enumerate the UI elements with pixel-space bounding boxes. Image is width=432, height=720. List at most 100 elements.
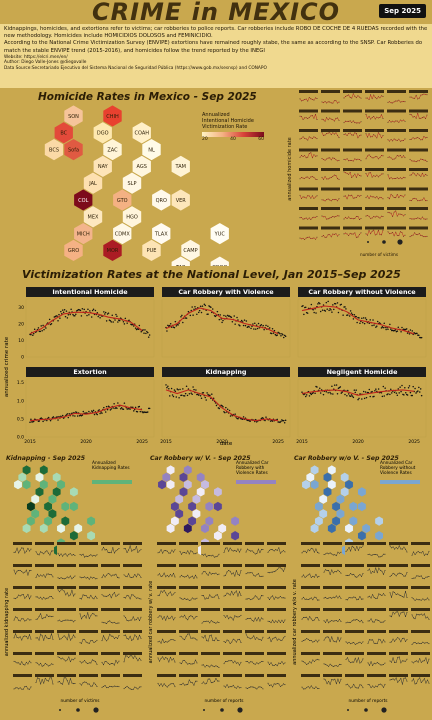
y-tick-label: 10 bbox=[18, 338, 24, 344]
facet-header bbox=[411, 608, 430, 611]
data-point bbox=[143, 332, 145, 334]
facet-header bbox=[411, 630, 430, 633]
facet-trend-line bbox=[387, 155, 406, 160]
data-point bbox=[168, 388, 170, 390]
facet-trend-line bbox=[387, 210, 406, 218]
facet-panel bbox=[345, 611, 364, 627]
facet-header bbox=[123, 652, 142, 655]
facet-panel bbox=[35, 677, 54, 693]
data-point bbox=[265, 416, 267, 418]
data-point bbox=[220, 318, 222, 320]
victims-legend-circle bbox=[367, 241, 369, 243]
state-label: AGS bbox=[137, 164, 147, 170]
state-hex bbox=[141, 238, 162, 263]
data-point bbox=[166, 330, 168, 332]
data-point bbox=[314, 392, 316, 394]
facet-header bbox=[365, 109, 384, 113]
data-point bbox=[363, 397, 366, 400]
data-point bbox=[384, 326, 386, 329]
facet-header bbox=[79, 674, 98, 677]
facet-trend-line bbox=[267, 547, 286, 554]
intro-website[interactable]: Website: https://elcri.men/en/ bbox=[4, 54, 68, 60]
facet-trend-line bbox=[387, 138, 406, 142]
facet-panel bbox=[409, 132, 428, 146]
data-point bbox=[222, 319, 224, 322]
state-label: SLP bbox=[128, 181, 137, 187]
data-point bbox=[400, 390, 402, 393]
data-point bbox=[71, 412, 73, 414]
data-point bbox=[316, 386, 318, 388]
facet-trend-line bbox=[387, 119, 406, 123]
facet-panel bbox=[35, 567, 54, 583]
data-point bbox=[243, 319, 246, 321]
facet-header bbox=[409, 187, 428, 191]
data-point bbox=[312, 308, 314, 311]
date-badge: Sep 2025 bbox=[379, 4, 426, 18]
data-point bbox=[142, 329, 144, 331]
panel-title: Negligent Homicide bbox=[327, 368, 399, 376]
state-label: YUC bbox=[214, 231, 226, 237]
data-point bbox=[372, 319, 374, 321]
facet-trend-line bbox=[365, 229, 384, 236]
data-point bbox=[199, 395, 202, 397]
facet-panel bbox=[201, 589, 220, 605]
facet-header bbox=[101, 564, 120, 567]
bottom-state-hex bbox=[310, 479, 320, 490]
bottom-legend-line: Robbery without bbox=[380, 465, 416, 471]
facet-header bbox=[35, 630, 54, 633]
facet-trend-line bbox=[323, 569, 342, 576]
data-point bbox=[170, 387, 173, 390]
data-point bbox=[376, 325, 378, 327]
data-point bbox=[273, 329, 276, 332]
trend-line bbox=[301, 389, 415, 396]
data-point bbox=[172, 395, 175, 398]
panel-title: Kidnapping bbox=[205, 368, 246, 376]
data-point bbox=[87, 308, 89, 310]
facet-panel bbox=[267, 567, 286, 583]
facet-panel bbox=[321, 229, 340, 243]
data-point bbox=[361, 317, 363, 320]
facet-trend-line bbox=[366, 94, 384, 101]
bottom-state-hex bbox=[344, 523, 354, 534]
facet-header bbox=[365, 226, 384, 230]
facet-panel bbox=[323, 655, 342, 671]
bottom-legend-circle bbox=[203, 709, 205, 711]
data-point bbox=[211, 393, 213, 395]
facet-header bbox=[365, 207, 384, 210]
data-point bbox=[373, 324, 375, 326]
facet-header bbox=[35, 608, 54, 611]
data-point bbox=[319, 387, 321, 390]
facet-header bbox=[267, 674, 286, 677]
facet-trend-line bbox=[409, 172, 428, 177]
facet-panel bbox=[301, 677, 320, 693]
x-tick-label: 2015 bbox=[24, 439, 36, 445]
facet-header bbox=[157, 586, 176, 589]
facet-header bbox=[157, 542, 176, 545]
data-point bbox=[190, 309, 192, 312]
facet-panel bbox=[299, 210, 318, 224]
intro-line2: According to the National Crime Victimiz… bbox=[4, 40, 423, 54]
data-point bbox=[234, 323, 236, 325]
panel-title-bar bbox=[26, 287, 154, 297]
data-point bbox=[321, 309, 324, 311]
facet-panel bbox=[345, 677, 364, 693]
data-point bbox=[112, 407, 114, 409]
data-point bbox=[117, 321, 119, 323]
data-point bbox=[303, 313, 305, 316]
facet-panel bbox=[345, 655, 364, 671]
data-point bbox=[167, 385, 169, 387]
facet-trend-line bbox=[343, 158, 362, 162]
data-point bbox=[104, 411, 107, 413]
data-point bbox=[327, 300, 329, 303]
data-point bbox=[146, 330, 148, 333]
data-point bbox=[319, 302, 321, 305]
facet-panel bbox=[321, 190, 340, 204]
data-point bbox=[117, 402, 119, 404]
data-point bbox=[319, 310, 322, 313]
bottom-legend-line: Annualized bbox=[92, 460, 116, 466]
facet-trend-line bbox=[389, 611, 408, 618]
data-point bbox=[346, 395, 348, 397]
data-point bbox=[195, 389, 197, 391]
facet-panel bbox=[101, 677, 120, 693]
bottom-map-title: Car Robbery w/o V. - Sep 2025 bbox=[294, 455, 399, 462]
